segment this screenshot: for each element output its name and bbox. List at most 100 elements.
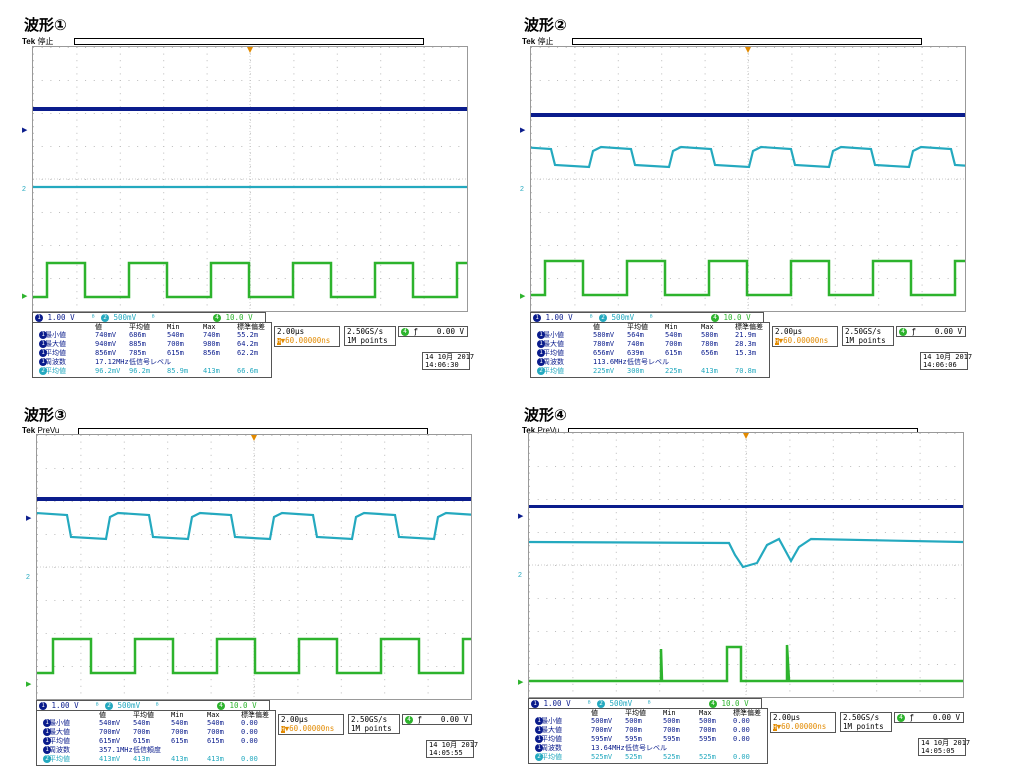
- trigger-level: 0.00 V: [436, 327, 464, 336]
- waveform-title: 波形②: [524, 16, 567, 34]
- meas-row: 2 平均値 413mV 413m 413m 413m 0.00: [37, 755, 275, 764]
- meas-value: 413mV: [99, 755, 121, 763]
- trigger-source-icon: 4: [897, 714, 905, 722]
- meas-header-cell: Min: [663, 709, 676, 717]
- measurement-table: 値平均値 Min Max 標準偏差 1 最小値 580mV 564m 540m 580m 21.…: [530, 322, 770, 378]
- date: 14 10月 2017: [429, 741, 479, 749]
- meas-value: 740m: [203, 331, 220, 339]
- sample-rate-box[interactable]: 2.50GS/s 1M points: [348, 714, 400, 734]
- meas-label: 最小値: [45, 331, 66, 339]
- sample-rate-box[interactable]: 2.50GS/s 1M points: [840, 712, 892, 732]
- ch4-scale[interactable]: 4 10.0 V: [709, 699, 749, 709]
- ch4-scale[interactable]: 4 10.0 V: [711, 313, 751, 323]
- meas-value: 0.00: [241, 719, 258, 727]
- trigger-box[interactable]: 4 ƒ 0.00 V: [402, 714, 472, 725]
- acquisition-state: PreVu: [537, 426, 560, 435]
- ch1-ground-marker: ▶: [518, 513, 524, 520]
- ch2-ground-marker: 2: [520, 186, 524, 193]
- meas-value: 17.12MHz: [95, 358, 129, 366]
- ch2-scale[interactable]: 2 500mV: [101, 313, 136, 323]
- ch2-scale[interactable]: 2 500mV: [599, 313, 634, 323]
- meas-value: 540m: [133, 719, 150, 727]
- meas-value: 0.00: [241, 728, 258, 736]
- meas-label: 平均値: [45, 349, 66, 357]
- meas-value: 96.2m: [129, 367, 151, 375]
- meas-label: 最小値: [49, 719, 70, 727]
- meas-label: 周波数: [45, 358, 66, 366]
- sample-rate-box[interactable]: 2.50GS/s 1M points: [344, 326, 396, 346]
- timebase-box[interactable]: 2.00µs H▼60.00000ns: [770, 712, 836, 733]
- meas-channel-icon: 1: [35, 340, 47, 348]
- trigger-box[interactable]: 4 ƒ 0.00 V: [398, 326, 468, 337]
- meas-label: 平均値: [49, 755, 70, 763]
- meas-value: 656mV: [593, 349, 615, 357]
- trigger-source-icon: 4: [401, 328, 409, 336]
- meas-value: 980m: [203, 340, 220, 348]
- meas-header: 値 平均値 Min Max 標準偏差: [33, 323, 271, 332]
- timebase-box[interactable]: 2.00µs H▼60.00000ns: [772, 326, 838, 347]
- meas-header-cell: 値: [591, 709, 598, 717]
- ch2-ground-marker: 2: [518, 572, 522, 579]
- date: 14 10月 2017: [425, 353, 475, 361]
- tek-status: Tek 停止: [522, 36, 553, 47]
- tek-status: Tek PreVu: [22, 426, 59, 435]
- trigger-source-icon: 4: [899, 328, 907, 336]
- meas-row: 2 平均値 525mV 525m 525m 525m 0.00: [529, 753, 767, 762]
- ch1-scale[interactable]: 1 1.00 V: [533, 313, 573, 323]
- meas-value: 113.6MHz: [593, 358, 627, 366]
- meas-value: 615m: [171, 737, 188, 745]
- ch4-ground-marker: ▶: [22, 293, 28, 300]
- rising-edge-icon: ƒ: [413, 327, 419, 336]
- meas-row: 1 平均値 656mV 639m 615m 656m 15.3m: [531, 349, 769, 358]
- trigger-position-icon: [251, 435, 257, 441]
- timebase-box[interactable]: 2.00µs H▼60.00000ns: [278, 714, 344, 735]
- datetime-box: 14 10月 2017 14:06:30: [422, 352, 475, 370]
- meas-value: 225mV: [593, 367, 615, 375]
- sample-rate-box[interactable]: 2.50GS/s 1M points: [842, 326, 894, 346]
- meas-row: 1 周波数 357.1MHz 低信頼度: [37, 746, 275, 755]
- tek-status: Tek 停止: [22, 36, 53, 47]
- meas-row: 2 平均値 225mV 300m 225m 413m 70.8m: [531, 367, 769, 376]
- ch1-scale[interactable]: 1 1.00 V: [39, 701, 79, 711]
- timebase-box[interactable]: 2.00µs H▼60.00000ns: [274, 326, 340, 347]
- trigger-level: 0.00 V: [440, 715, 468, 724]
- meas-channel-icon: 1: [39, 746, 51, 754]
- meas-value: 0.00: [733, 735, 750, 743]
- meas-header-cell: Min: [167, 323, 180, 331]
- meas-channel-icon: 1: [531, 744, 543, 752]
- meas-value: 70.8m: [735, 367, 757, 375]
- trigger-position-icon: [745, 47, 751, 53]
- meas-header-cell: 平均値: [133, 711, 154, 719]
- ch4-scale[interactable]: 4 10.0 V: [213, 313, 253, 323]
- meas-channel-icon: 1: [531, 735, 543, 743]
- trigger-box[interactable]: 4 ƒ 0.00 V: [894, 712, 964, 723]
- meas-header-cell: 標準偏差: [733, 709, 761, 717]
- meas-header-cell: 値: [99, 711, 106, 719]
- ch2-scale[interactable]: 2 500mV: [105, 701, 140, 711]
- meas-row: 2 平均値 96.2mV 96.2m 85.9m 413m 66.6m: [33, 367, 271, 376]
- meas-channel-icon: 1: [39, 737, 51, 745]
- meas-value: 540m: [207, 719, 224, 727]
- trigger-source-icon: 4: [405, 716, 413, 724]
- meas-value: 856m: [203, 349, 220, 357]
- ch1-scale[interactable]: 1 1.00 V: [35, 313, 75, 323]
- meas-value: 300m: [627, 367, 644, 375]
- sample-rate: 2.50GS/s: [347, 327, 384, 336]
- meas-header-cell: 平均値: [129, 323, 150, 331]
- meas-value: 656m: [701, 349, 718, 357]
- ch1-scale[interactable]: 1 1.00 V: [531, 699, 571, 709]
- time: 14:06:06: [923, 361, 957, 369]
- brand-label: Tek: [22, 426, 36, 435]
- meas-value: 0.00: [241, 755, 258, 763]
- meas-channel-icon: 1: [533, 331, 545, 339]
- ch2-scale[interactable]: 2 500mV: [597, 699, 632, 709]
- meas-channel-icon: 2: [531, 753, 543, 761]
- meas-value: 595m: [663, 735, 680, 743]
- meas-value: 740m: [627, 340, 644, 348]
- trigger-delay: H▼60.00000ns: [281, 724, 335, 733]
- trigger-box[interactable]: 4 ƒ 0.00 V: [896, 326, 966, 337]
- tek-status: Tek PreVu: [522, 426, 559, 435]
- meas-value: 700m: [663, 726, 680, 734]
- ch4-scale[interactable]: 4 10.0 V: [217, 701, 257, 711]
- meas-row: 1 最大値 940mV 885m 700m 980m 64.2m: [33, 340, 271, 349]
